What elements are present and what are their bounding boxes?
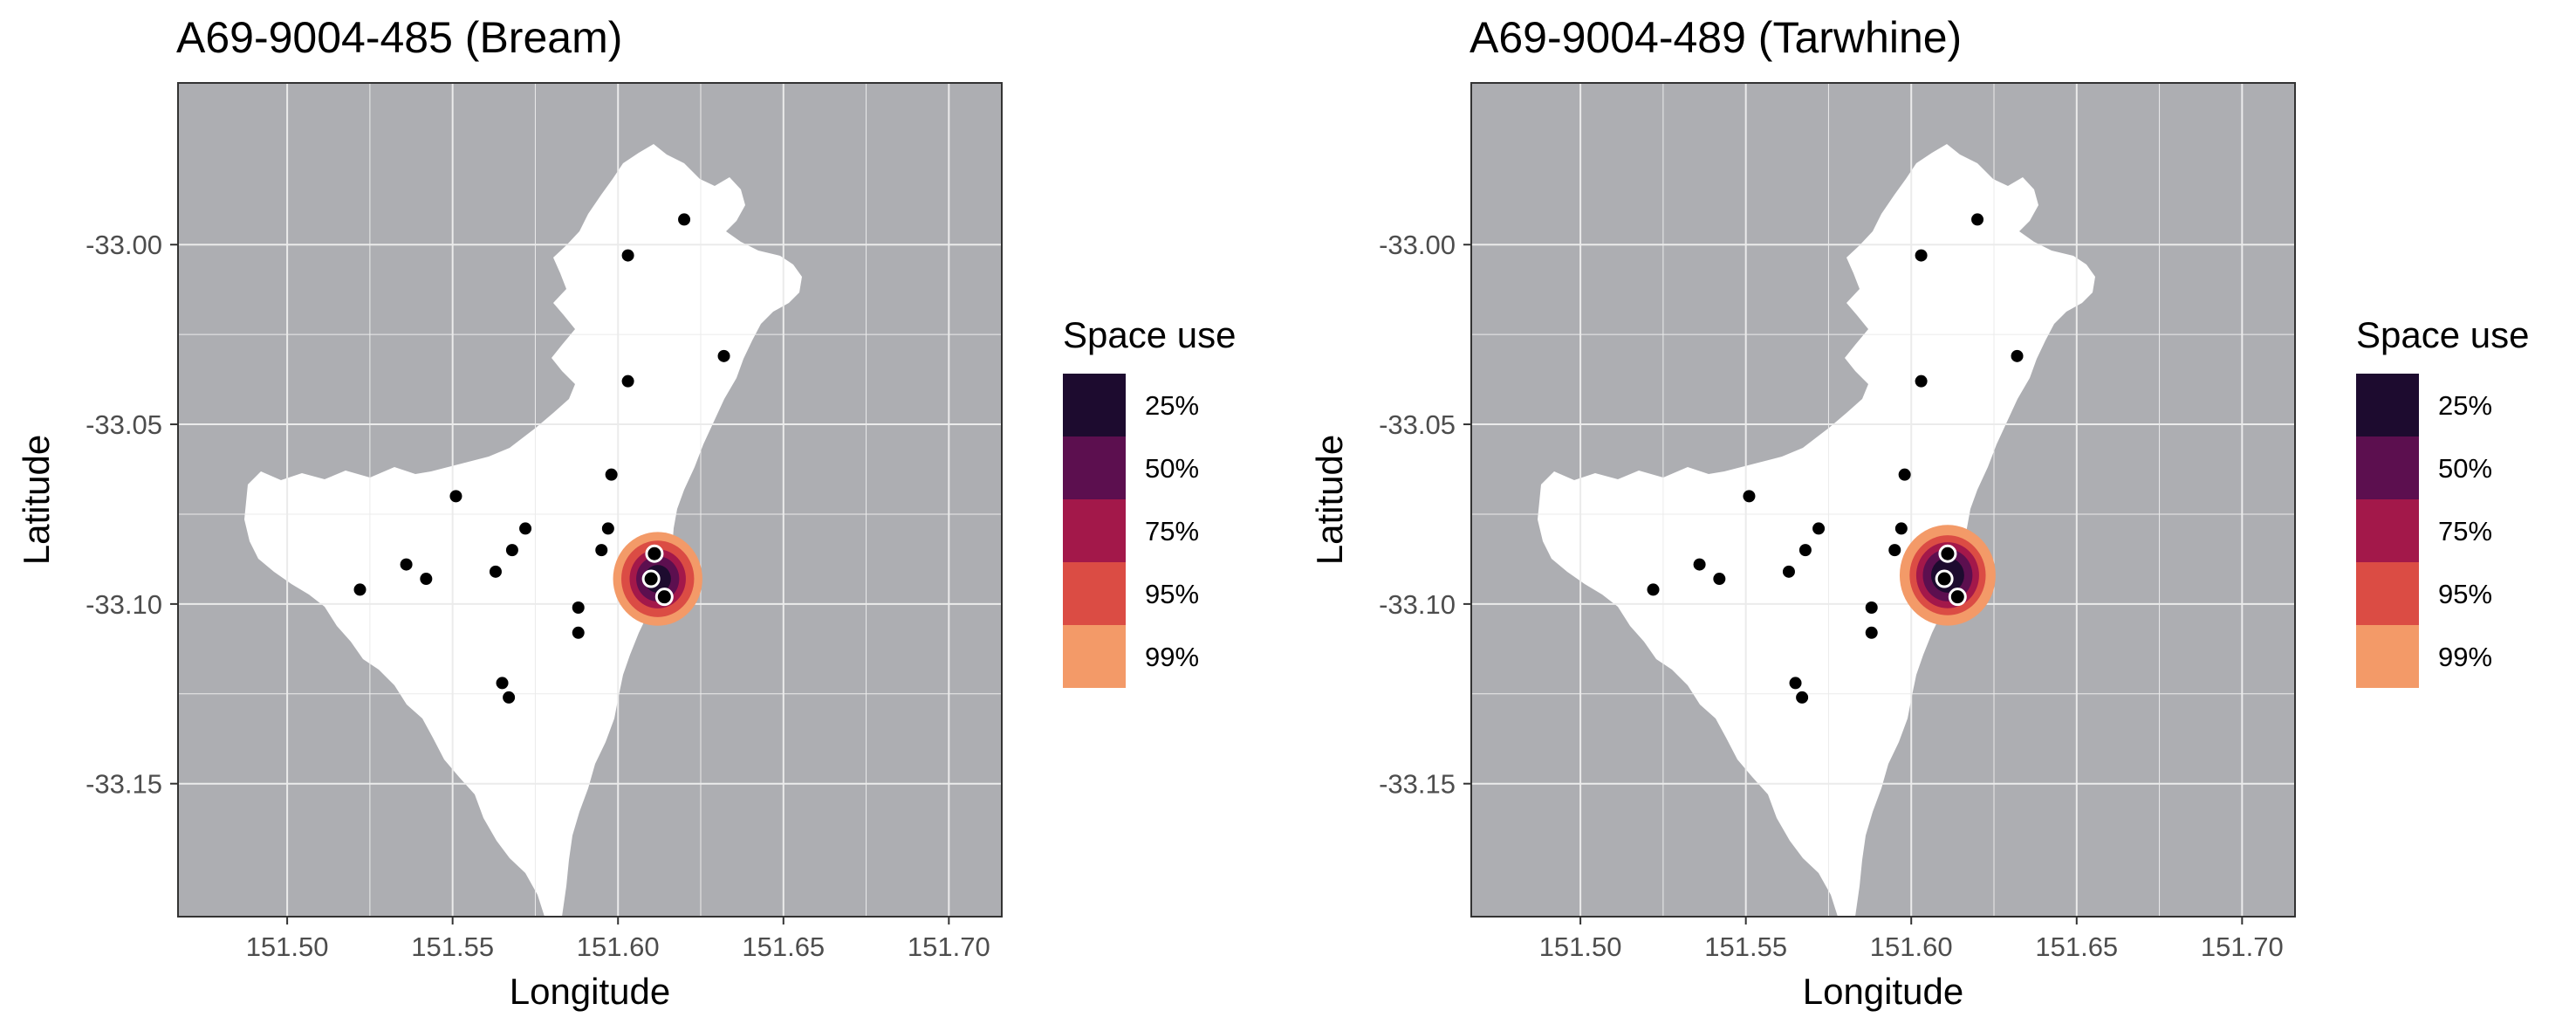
y-tick-label: -33.15 bbox=[86, 769, 162, 800]
x-axis-title: Longitude bbox=[510, 971, 671, 1012]
receiver-station bbox=[572, 626, 585, 639]
receiver-station bbox=[621, 249, 634, 262]
receiver-station bbox=[1865, 601, 1878, 614]
y-tick-label: -33.00 bbox=[86, 230, 162, 260]
y-tick-label: -33.15 bbox=[1379, 769, 1456, 800]
receiver-station bbox=[1888, 544, 1901, 557]
receiver-station bbox=[1865, 626, 1878, 639]
x-tick-label: 151.60 bbox=[577, 931, 660, 962]
panel-title: A69-9004-489 (Tarwhine) bbox=[1470, 13, 1962, 62]
x-tick-label: 151.55 bbox=[411, 931, 494, 962]
x-tick-label: 151.65 bbox=[2035, 931, 2118, 962]
x-tick-label: 151.55 bbox=[1704, 931, 1787, 962]
receiver-station bbox=[621, 375, 634, 388]
receiver-station bbox=[489, 565, 502, 578]
x-tick-label: 151.60 bbox=[1870, 931, 1953, 962]
legend-label: 25% bbox=[1145, 390, 1199, 421]
legend-label: 50% bbox=[2438, 453, 2492, 484]
x-axis-title: Longitude bbox=[1803, 971, 1964, 1012]
y-tick-label: -33.05 bbox=[86, 409, 162, 440]
receiver-station bbox=[1971, 213, 1984, 226]
receiver-station bbox=[1798, 544, 1812, 557]
receiver-station bbox=[1894, 522, 1908, 535]
receiver-station bbox=[1898, 468, 1911, 481]
receiver-station bbox=[605, 468, 618, 481]
detection-station bbox=[1935, 569, 1954, 588]
legend-key-99 bbox=[2356, 625, 2419, 688]
receiver-station bbox=[1796, 691, 1809, 704]
detection-station bbox=[645, 544, 664, 563]
map-panel-1: 151.50 151.55 151.60 151.65 151.70 -33.00 -33.… bbox=[16, 13, 1236, 1012]
receiver-station bbox=[595, 544, 608, 557]
receiver-station bbox=[505, 544, 518, 557]
detection-station bbox=[641, 569, 661, 588]
y-axis-title: Latitude bbox=[1309, 435, 1350, 565]
legend-key-25 bbox=[1063, 374, 1126, 436]
panel-frame bbox=[1470, 82, 2296, 918]
y-tick-label: -33.10 bbox=[1379, 589, 1456, 620]
x-tick-label: 151.65 bbox=[742, 931, 825, 962]
legend-label: 95% bbox=[2438, 579, 2492, 609]
legend-key-95 bbox=[1063, 562, 1126, 625]
panel-frame bbox=[177, 82, 1003, 918]
receiver-station bbox=[400, 558, 413, 571]
receiver-station bbox=[1647, 583, 1660, 596]
legend-key-50 bbox=[1063, 436, 1126, 499]
receiver-station bbox=[1789, 677, 1802, 690]
legend-key-75 bbox=[1063, 499, 1126, 562]
map-clip-group bbox=[1471, 83, 2295, 917]
y-tick-label: -33.10 bbox=[86, 589, 162, 620]
receiver-station bbox=[1693, 558, 1706, 571]
receiver-station bbox=[353, 583, 367, 596]
receiver-station bbox=[519, 522, 532, 535]
x-tick-label: 151.50 bbox=[246, 931, 329, 962]
x-tick-label: 151.70 bbox=[908, 931, 990, 962]
legend-label: 25% bbox=[2438, 390, 2492, 421]
legend-label: 75% bbox=[2438, 516, 2492, 546]
receiver-station bbox=[503, 691, 516, 704]
receiver-station bbox=[1915, 249, 1928, 262]
map-clip-group bbox=[178, 83, 1002, 917]
y-tick-label: -33.05 bbox=[1379, 409, 1456, 440]
receiver-station bbox=[572, 601, 585, 614]
panel-title: A69-9004-485 (Bream) bbox=[176, 13, 622, 62]
receiver-station bbox=[678, 213, 691, 226]
legend-title: Space use bbox=[1063, 314, 1236, 355]
x-tick-label: 151.50 bbox=[1539, 931, 1622, 962]
legend-label: 50% bbox=[1145, 453, 1199, 484]
x-tick-label: 151.70 bbox=[2201, 931, 2284, 962]
map-panel-2: 151.50 151.55 151.60 151.65 151.70 -33.00 -33.… bbox=[1309, 13, 2529, 1012]
legend-label: 99% bbox=[1145, 642, 1199, 672]
legend-title: Space use bbox=[2356, 314, 2529, 355]
legend-label: 75% bbox=[1145, 516, 1199, 546]
legend-label: 95% bbox=[1145, 579, 1199, 609]
receiver-station bbox=[1782, 565, 1795, 578]
legend-key-25 bbox=[2356, 374, 2419, 436]
receiver-station bbox=[1915, 375, 1928, 388]
legend-key-99 bbox=[1063, 625, 1126, 688]
receiver-station bbox=[1812, 522, 1826, 535]
space-use-legend: Space use 25% 50% 75% 95% 99% bbox=[2356, 314, 2529, 688]
receiver-station bbox=[420, 573, 433, 586]
y-tick-label: -33.00 bbox=[1379, 230, 1456, 260]
receiver-station bbox=[601, 522, 614, 535]
detection-station bbox=[1938, 544, 1957, 563]
detection-station bbox=[1948, 588, 1967, 607]
y-axis-title: Latitude bbox=[16, 435, 57, 565]
legend-key-75 bbox=[2356, 499, 2419, 562]
receiver-station bbox=[2011, 349, 2024, 362]
receiver-station bbox=[1743, 490, 1756, 503]
receiver-station bbox=[1713, 573, 1726, 586]
receiver-station bbox=[449, 490, 462, 503]
legend-key-95 bbox=[2356, 562, 2419, 625]
receiver-station bbox=[496, 677, 509, 690]
legend-label: 99% bbox=[2438, 642, 2492, 672]
detection-station bbox=[654, 588, 674, 607]
space-use-legend: Space use 25% 50% 75% 95% 99% bbox=[1063, 314, 1236, 688]
receiver-station bbox=[717, 349, 730, 362]
legend-key-50 bbox=[2356, 436, 2419, 499]
